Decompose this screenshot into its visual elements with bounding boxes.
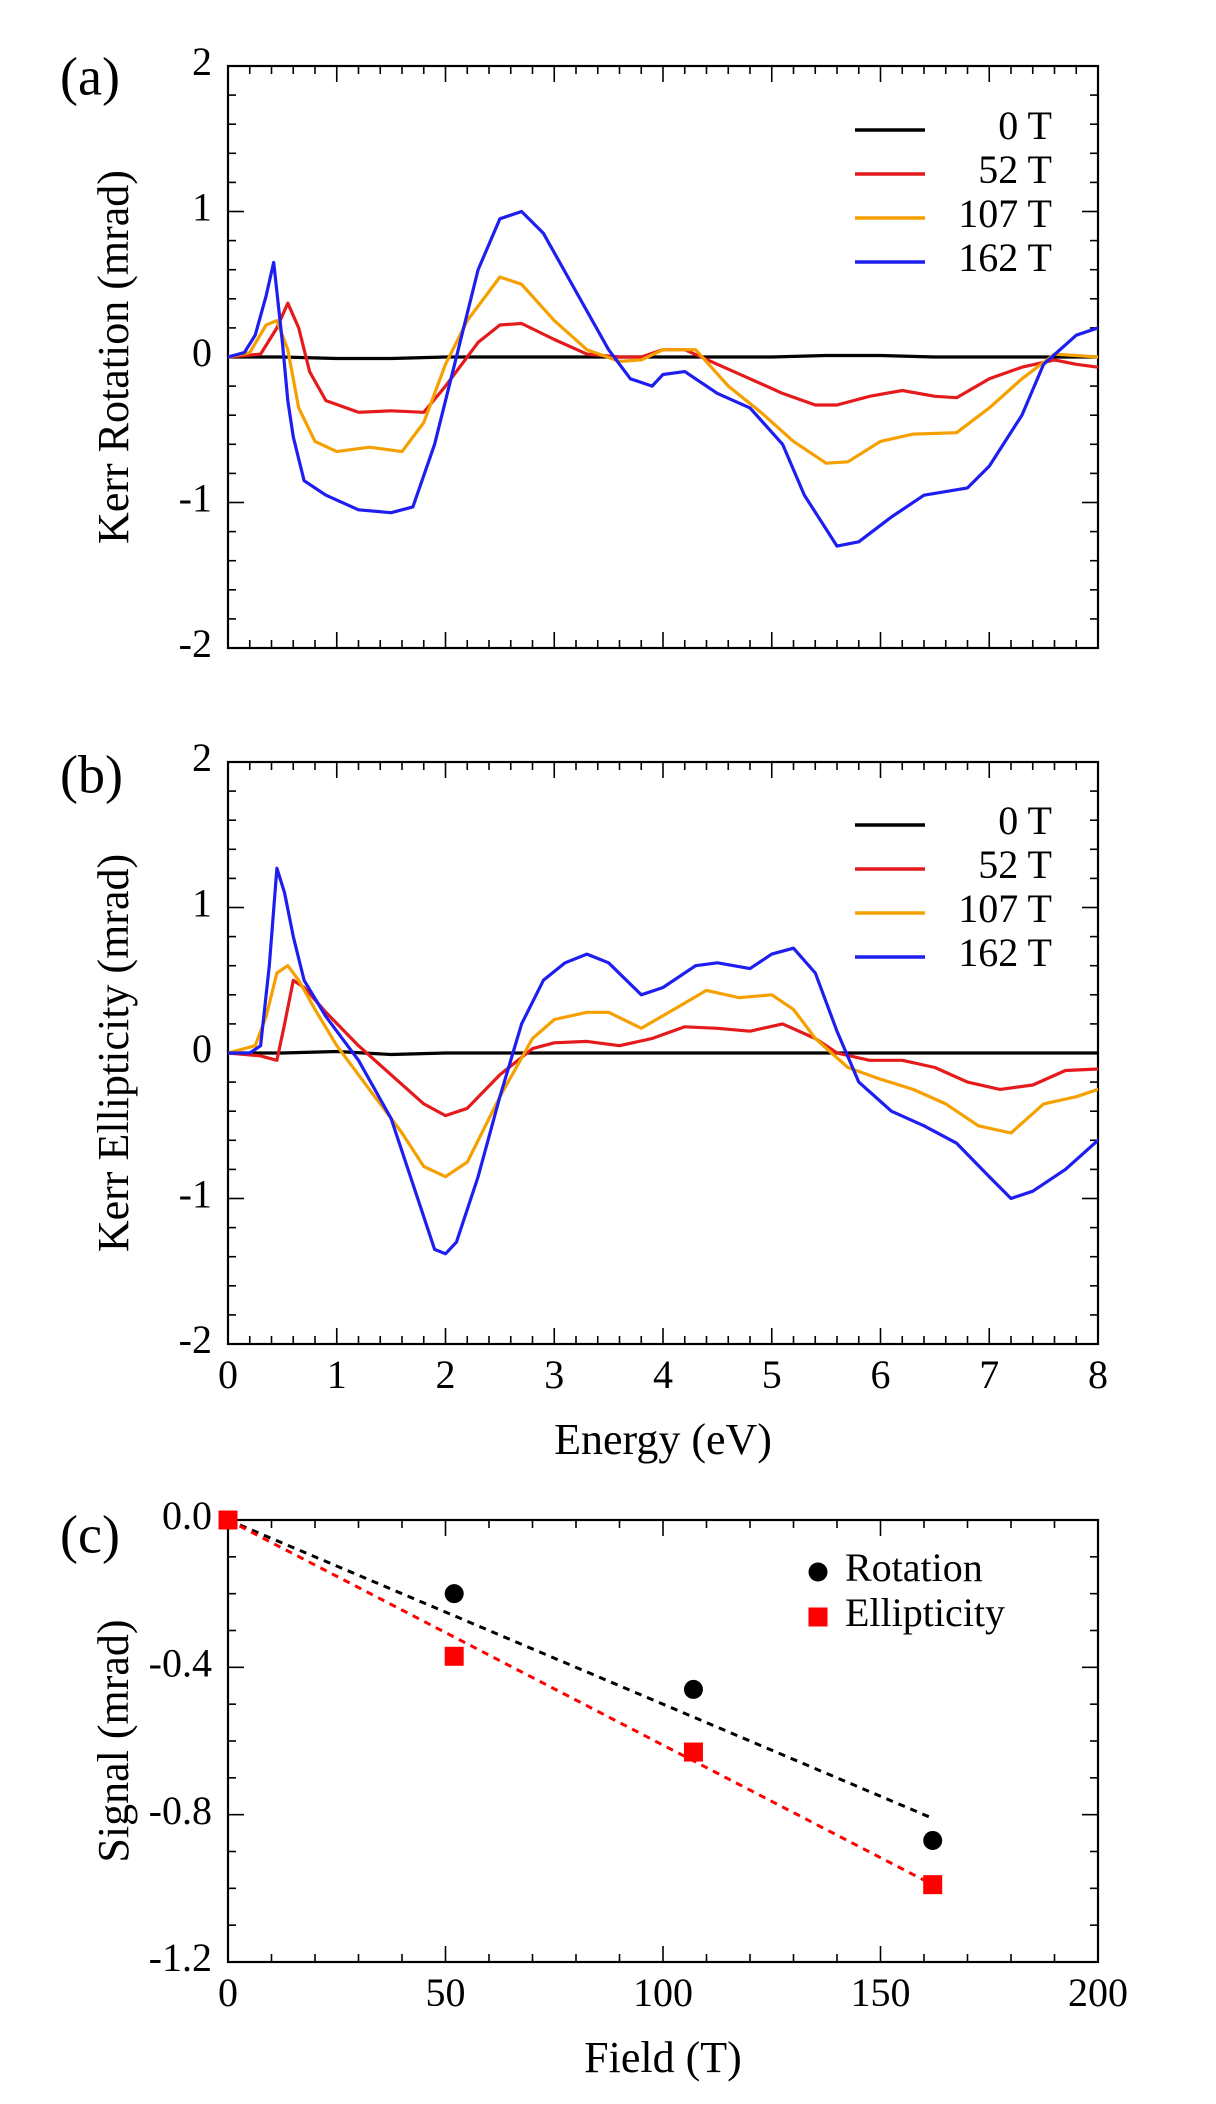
y-tick-label: 0.0 xyxy=(162,1493,212,1538)
legend-label: 107 T xyxy=(958,886,1052,931)
legend-label: 162 T xyxy=(958,930,1052,975)
panel-tag: (a) xyxy=(60,46,120,106)
data-point-rotation xyxy=(683,1679,703,1699)
series-line-107-t xyxy=(228,964,1098,1179)
axis-ticks xyxy=(227,1519,1099,1963)
data-point-ellipticity xyxy=(923,1875,943,1895)
x-tick-label: 1 xyxy=(327,1352,347,1397)
legend-label: 0 T xyxy=(998,798,1052,843)
y-tick-label: 2 xyxy=(192,735,212,780)
x-axis-label: Energy (eV) xyxy=(554,1415,772,1464)
legend-marker xyxy=(808,1607,828,1627)
x-tick-label: 6 xyxy=(871,1352,891,1397)
x-tick-label: 8 xyxy=(1088,1352,1108,1397)
y-tick-label: 0 xyxy=(192,330,212,375)
y-axis-label: Kerr Ellipticity (mrad) xyxy=(89,854,138,1252)
data-point-ellipticity xyxy=(444,1646,464,1666)
data-point-rotation xyxy=(444,1584,464,1604)
series-line-0-t xyxy=(228,353,1098,361)
y-axis-label: Signal (mrad) xyxy=(89,1619,138,1862)
y-axis-label: Kerr Rotation (mrad) xyxy=(89,170,138,544)
legend-label: 0 T xyxy=(998,103,1052,148)
legend-label: Rotation xyxy=(845,1545,983,1590)
y-tick-label: -1 xyxy=(179,476,212,521)
y-tick-label: -0.4 xyxy=(149,1641,212,1686)
legend-label: 52 T xyxy=(978,147,1052,192)
panel-tag: (c) xyxy=(60,1504,120,1564)
x-tick-label: 200 xyxy=(1068,1970,1128,2015)
legend-label: 52 T xyxy=(978,842,1052,887)
fit-line xyxy=(228,1520,934,1886)
series-line-52-t xyxy=(228,978,1098,1118)
data-point-rotation xyxy=(923,1830,943,1850)
data-point-ellipticity xyxy=(218,1510,238,1530)
y-tick-label: 1 xyxy=(192,185,212,230)
x-tick-label: 2 xyxy=(436,1352,456,1397)
x-tick-label: 150 xyxy=(851,1970,911,2015)
axis-ticks xyxy=(227,761,1099,1345)
x-tick-label: 100 xyxy=(633,1970,693,2015)
series-line-162-t xyxy=(228,209,1098,548)
legend-label: 107 T xyxy=(958,191,1052,236)
panel-c: (c) 0.0 -0.4 -0.8 -1.20 50 100 150 200 Signal (mr… xyxy=(60,1493,1128,2082)
plot-area xyxy=(228,209,1098,548)
series-line-107-t xyxy=(228,275,1098,465)
series-line-52-t xyxy=(228,301,1098,414)
panel-a: (a) 2 1 0 -1 -2 Kerr Rotation (mrad) 0 T52 T107… xyxy=(60,39,1100,666)
legend-marker xyxy=(808,1562,828,1582)
y-tick-label: 2 xyxy=(192,39,212,84)
plot-area xyxy=(228,866,1098,1256)
axis-ticks xyxy=(227,65,1099,649)
x-axis-label: Field (T) xyxy=(584,2033,742,2082)
legend-label: 162 T xyxy=(958,235,1052,280)
data-point-ellipticity xyxy=(683,1742,703,1762)
x-tick-label: 5 xyxy=(762,1352,782,1397)
x-tick-label: 50 xyxy=(426,1970,466,2015)
series-line-162-t xyxy=(228,866,1098,1256)
y-tick-label: -0.8 xyxy=(149,1788,212,1833)
series-line-0-t xyxy=(228,1049,1098,1057)
x-tick-label: 4 xyxy=(653,1352,673,1397)
legend-label: Ellipticity xyxy=(845,1590,1005,1635)
y-tick-label: -1 xyxy=(179,1172,212,1217)
x-tick-label: 0 xyxy=(218,1352,238,1397)
y-tick-label: -2 xyxy=(179,1317,212,1362)
x-tick-label: 7 xyxy=(979,1352,999,1397)
y-tick-label: 1 xyxy=(192,881,212,926)
y-tick-label: -1.2 xyxy=(149,1935,212,1980)
y-tick-label: -2 xyxy=(179,621,212,666)
x-tick-label: 3 xyxy=(544,1352,564,1397)
panel-tag: (b) xyxy=(60,744,123,804)
y-tick-label: 0 xyxy=(192,1026,212,1071)
fit-line xyxy=(228,1520,934,1820)
x-tick-label: 0 xyxy=(218,1970,238,2015)
plot-area xyxy=(228,1520,934,1886)
